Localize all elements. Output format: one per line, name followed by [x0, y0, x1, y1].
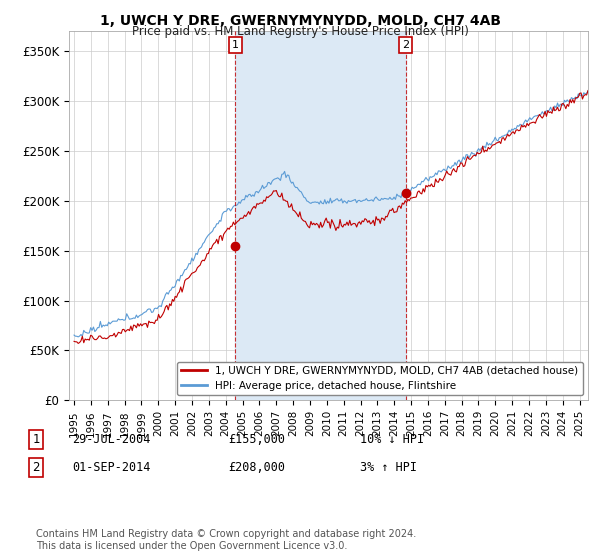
- Bar: [235, 31, 406, 400]
- Text: 2: 2: [402, 40, 409, 50]
- Text: Price paid vs. HM Land Registry's House Price Index (HPI): Price paid vs. HM Land Registry's House …: [131, 25, 469, 38]
- Text: 1, UWCH Y DRE, GWERNYMYNYDD, MOLD, CH7 4AB: 1, UWCH Y DRE, GWERNYMYNYDD, MOLD, CH7 4…: [100, 14, 500, 28]
- Text: 1: 1: [232, 40, 239, 50]
- Text: £208,000: £208,000: [228, 461, 285, 474]
- Text: 2: 2: [32, 461, 40, 474]
- Text: £155,000: £155,000: [228, 433, 285, 446]
- Text: 10% ↓ HPI: 10% ↓ HPI: [360, 433, 424, 446]
- Legend: 1, UWCH Y DRE, GWERNYMYNYDD, MOLD, CH7 4AB (detached house), HPI: Average price,: 1, UWCH Y DRE, GWERNYMYNYDD, MOLD, CH7 4…: [177, 362, 583, 395]
- Text: Contains HM Land Registry data © Crown copyright and database right 2024.
This d: Contains HM Land Registry data © Crown c…: [36, 529, 416, 551]
- Text: 1: 1: [32, 433, 40, 446]
- Text: 3% ↑ HPI: 3% ↑ HPI: [360, 461, 417, 474]
- Text: 29-JUL-2004: 29-JUL-2004: [72, 433, 151, 446]
- Text: 01-SEP-2014: 01-SEP-2014: [72, 461, 151, 474]
